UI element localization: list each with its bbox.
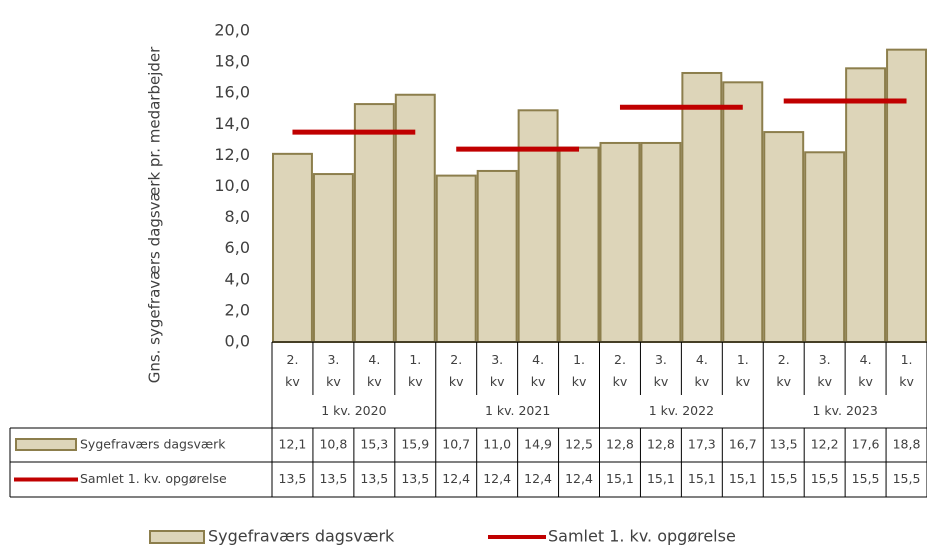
x-tick-label: 2. kv <box>285 352 300 389</box>
y-tick-label: 12,0 <box>214 145 250 164</box>
bar <box>476 169 518 343</box>
bar <box>640 141 682 343</box>
x-tick-label: 2. kv <box>449 352 464 389</box>
data-table-value: 17,3 <box>688 437 716 452</box>
bar <box>272 152 313 343</box>
bar <box>681 71 723 344</box>
data-table-value: 15,9 <box>401 437 429 452</box>
data-table-value: 16,7 <box>729 437 757 452</box>
bar <box>353 103 395 343</box>
bar <box>312 173 354 343</box>
bar <box>845 67 887 343</box>
data-table-value: 13,5 <box>360 471 388 486</box>
data-table-value: 15,1 <box>647 471 675 486</box>
bar <box>517 109 559 344</box>
data-table-value: 12,8 <box>647 437 675 452</box>
data-table-value: 10,8 <box>319 437 347 452</box>
x-tick-label: 2. kv <box>776 352 791 389</box>
bar <box>804 151 846 343</box>
y-tick-label: 6,0 <box>225 238 250 257</box>
y-axis-label: Gns. sygefraværs dagsværk pr. medarbejde… <box>146 46 164 383</box>
bar <box>394 93 436 343</box>
group-label: 1 kv. 2023 <box>812 403 877 418</box>
y-tick-label: 0,0 <box>225 332 250 351</box>
group-label: 1 kv. 2020 <box>321 403 386 418</box>
data-table-value: 17,6 <box>852 437 880 452</box>
x-tick-label: 4. kv <box>695 352 710 389</box>
x-tick-label: 1. kv <box>572 352 587 389</box>
data-table-value: 12,2 <box>811 437 839 452</box>
data-table-value: 15,5 <box>893 471 921 486</box>
x-tick-label: 1. kv <box>899 352 914 389</box>
data-table-value: 12,8 <box>606 437 634 452</box>
data-table-value: 12,4 <box>565 471 593 486</box>
data-table-value: 13,5 <box>279 471 307 486</box>
data-table-value: 15,5 <box>770 471 798 486</box>
data-table-value: 12,4 <box>524 471 552 486</box>
y-tick-label: 10,0 <box>214 176 250 195</box>
bar <box>763 131 805 343</box>
y-tick-label: 8,0 <box>225 207 250 226</box>
x-tick-label: 4. kv <box>531 352 546 389</box>
table-row-label: Samlet 1. kv. opgørelse <box>80 471 227 486</box>
data-table-value: 11,0 <box>483 437 511 452</box>
y-tick-label: 2,0 <box>225 300 250 319</box>
data-table-value: 18,8 <box>893 437 921 452</box>
y-tick-label: 18,0 <box>214 52 250 71</box>
x-tick-label: 2. kv <box>613 352 628 389</box>
x-tick-label: 1. kv <box>408 352 423 389</box>
x-tick-label: 1. kv <box>735 352 750 389</box>
y-tick-label: 14,0 <box>214 114 250 133</box>
legend-key <box>149 530 205 544</box>
y-tick-label: 16,0 <box>214 83 250 102</box>
bar <box>722 81 764 343</box>
data-table-value: 10,7 <box>442 437 470 452</box>
data-table-value: 15,3 <box>360 437 388 452</box>
data-table-value: 15,5 <box>852 471 880 486</box>
x-tick-label: 3. kv <box>654 352 669 389</box>
x-tick-label: 4. kv <box>858 352 873 389</box>
x-tick-label: 3. kv <box>817 352 832 389</box>
legend-label: Samlet 1. kv. opgørelse <box>548 527 736 546</box>
x-tick-label: 3. kv <box>326 352 341 389</box>
data-table-value: 12,4 <box>483 471 511 486</box>
data-table-value: 12,1 <box>279 437 307 452</box>
group-label: 1 kv. 2022 <box>649 403 714 418</box>
data-table-value: 12,4 <box>442 471 470 486</box>
legend-label: Sygefraværs dagsværk <box>208 527 395 546</box>
data-table-value: 15,1 <box>688 471 716 486</box>
y-tick-label: 4,0 <box>225 269 250 288</box>
bar <box>599 141 641 343</box>
data-table-value: 13,5 <box>401 471 429 486</box>
table-row-label: Sygefraværs dagsværk <box>80 437 226 452</box>
group-label: 1 kv. 2021 <box>485 403 550 418</box>
x-tick-label: 3. kv <box>490 352 505 389</box>
bar <box>435 174 477 343</box>
data-table-value: 15,1 <box>606 471 634 486</box>
bar <box>886 48 927 343</box>
bar <box>558 146 600 343</box>
data-table-value: 13,5 <box>319 471 347 486</box>
y-tick-label: 20,0 <box>214 21 250 40</box>
data-table-value: 14,9 <box>524 437 552 452</box>
data-table-value: 15,5 <box>811 471 839 486</box>
data-table-value: 13,5 <box>770 437 798 452</box>
data-table-value: 15,1 <box>729 471 757 486</box>
x-tick-label: 4. kv <box>367 352 382 389</box>
data-table-value: 12,5 <box>565 437 593 452</box>
legend-key <box>15 438 77 451</box>
